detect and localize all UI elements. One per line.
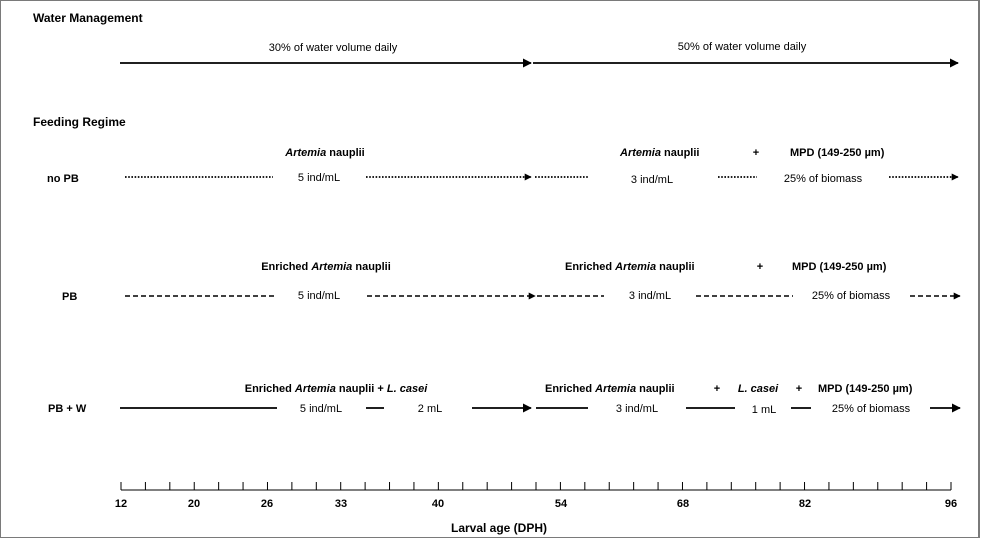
pbw-value-1b: 2 mL — [418, 403, 442, 415]
age-tick-label: 26 — [261, 498, 273, 510]
nopb-phase2-plus: + — [753, 147, 759, 159]
pb-phase1-header: Enriched Artemia nauplii — [261, 261, 391, 273]
pb-phase2-header-artemia: Enriched Artemia nauplii — [565, 261, 695, 273]
pbw-value-2: 3 ind/mL — [616, 403, 658, 415]
pbw-phase1-header: Enriched Artemia nauplii + L. casei — [245, 383, 428, 395]
pbw-value-2b: 1 mL — [752, 404, 776, 416]
nopb-phase2-header-mpd: MPD (149-250 µm) — [790, 147, 885, 159]
pbw-phase2-header-casei: L. casei — [738, 383, 779, 395]
age-tick-label: 82 — [799, 498, 811, 510]
row-label-nopb: no PB — [47, 173, 79, 185]
age-axis-title: Larval age (DPH) — [451, 521, 547, 535]
water-phase2-label: 50% of water volume daily — [678, 41, 807, 53]
pbw-phase2-header-artemia: Enriched Artemia nauplii — [545, 383, 675, 395]
pbw-value-3: 25% of biomass — [832, 403, 911, 415]
nopb-phase2-header-artemia: Artemia nauplii — [619, 147, 699, 159]
row-label-pbw: PB + W — [48, 403, 87, 415]
age-tick-label: 68 — [677, 498, 689, 510]
nopb-value-3: 25% of biomass — [784, 173, 863, 185]
age-tick-label: 54 — [555, 498, 568, 510]
age-tick-label: 12 — [115, 498, 127, 510]
age-tick-label: 20 — [188, 498, 200, 510]
pbw-phase2-plus-2: + — [796, 383, 802, 395]
age-tick-label: 96 — [945, 498, 957, 510]
pb-value-1: 5 ind/mL — [298, 290, 340, 302]
row-label-pb: PB — [62, 291, 77, 303]
pb-phase2-header-mpd: MPD (149-250 µm) — [792, 261, 887, 273]
pb-value-2: 3 ind/mL — [629, 290, 671, 302]
nopb-value-2: 3 ind/mL — [631, 174, 673, 186]
pb-value-3: 25% of biomass — [812, 290, 891, 302]
feeding-regime-title: Feeding Regime — [33, 115, 126, 129]
nopb-phase1-header: Artemia nauplii — [284, 147, 364, 159]
water-management-title: Water Management — [33, 11, 143, 25]
age-tick-label: 40 — [432, 498, 444, 510]
pbw-value-1: 5 ind/mL — [300, 403, 342, 415]
pb-phase2-plus: + — [757, 261, 763, 273]
pbw-phase2-header-mpd: MPD (149-250 µm) — [818, 383, 913, 395]
age-axis-minor-ticks — [120, 482, 952, 490]
age-axis: 12 20 26 33 40 54 68 82 96 Larval age (D… — [115, 482, 957, 535]
nopb-value-1: 5 ind/mL — [298, 172, 340, 184]
water-phase1-label: 30% of water volume daily — [269, 42, 398, 54]
age-tick-label: 33 — [335, 498, 347, 510]
pbw-phase2-plus-1: + — [714, 383, 720, 395]
